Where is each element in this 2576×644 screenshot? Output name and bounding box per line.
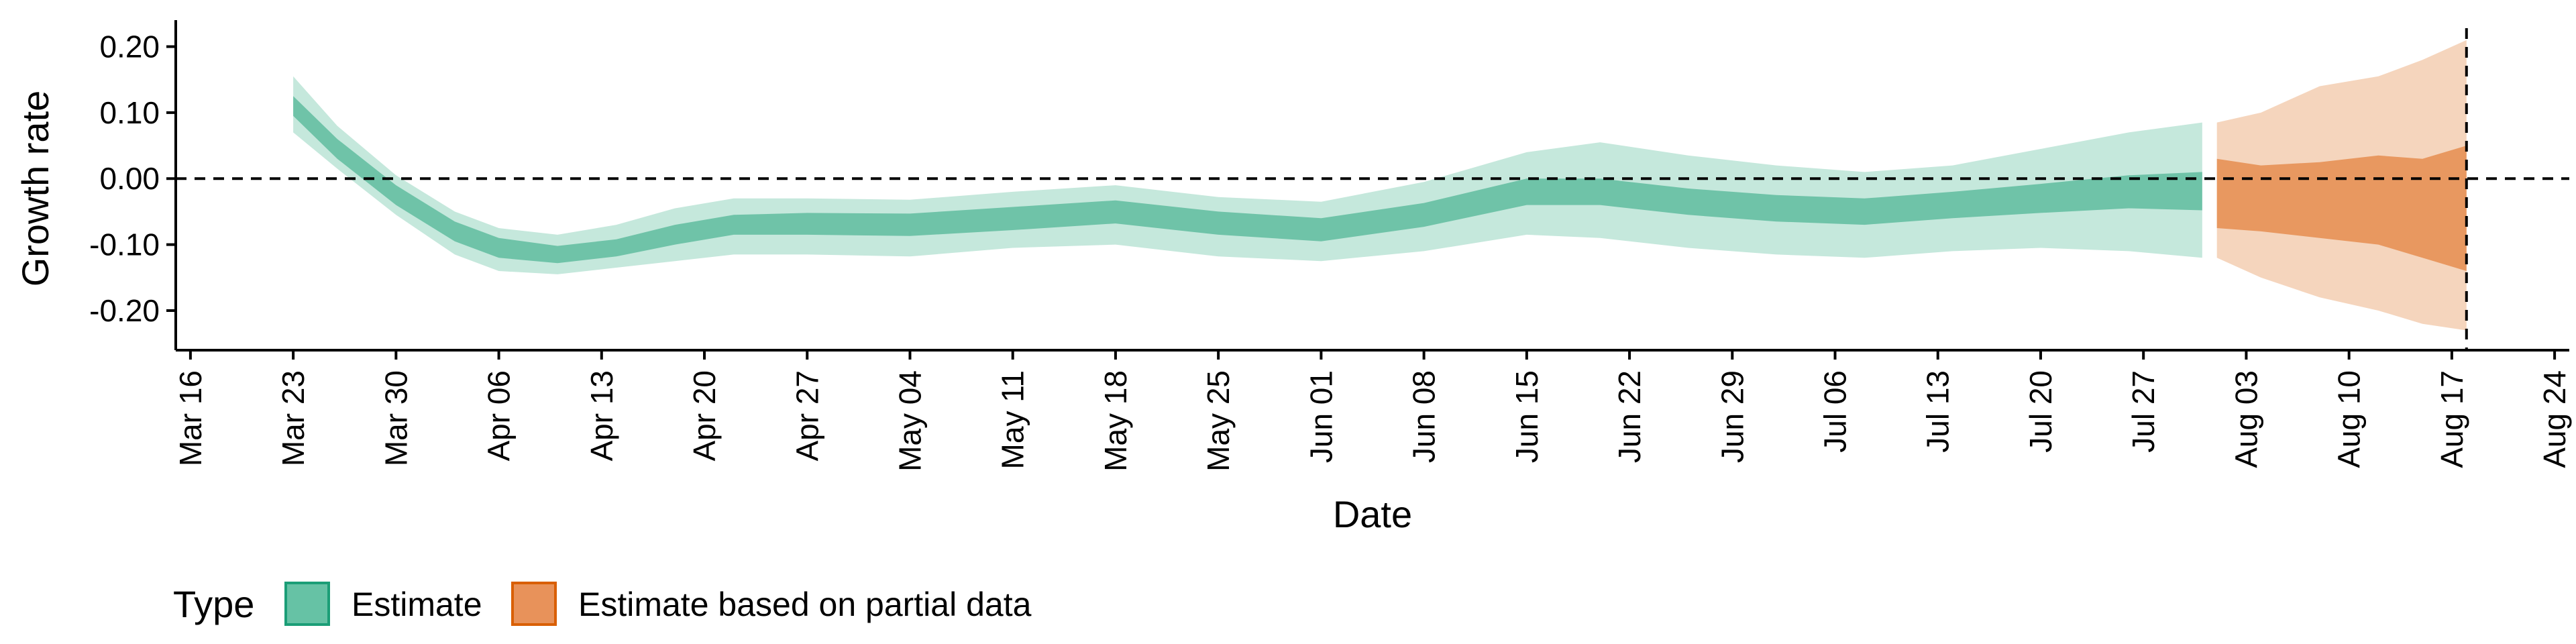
x-tick-label: Jul 20 [2023, 370, 2058, 453]
x-tick-label: May 18 [1098, 370, 1133, 472]
x-tick-label: Mar 16 [173, 370, 208, 466]
x-axis-ticks: Mar 16 Mar 23 Mar 30 Apr 06 Apr 13 Apr 20 Apr … [173, 350, 2572, 472]
x-tick-label: Aug 17 [2434, 370, 2469, 468]
legend: Type Estimate Estimate based on partial … [173, 582, 1032, 626]
plot-area [176, 28, 2569, 350]
legend-label-estimate: Estimate [352, 586, 482, 623]
x-tick-label: Apr 13 [584, 370, 619, 462]
x-tick-label: Jun 29 [1715, 370, 1750, 463]
y-tick-label: 0.00 [99, 161, 160, 196]
y-axis-title: Growth rate [14, 91, 56, 287]
y-axis-ticks: 0.20 0.10 0.00 -0.10 -0.20 [89, 30, 176, 328]
x-tick-label: Mar 30 [378, 370, 413, 466]
legend-key-partial-estimate [511, 582, 557, 626]
x-tick-label: Jun 15 [1509, 370, 1544, 463]
x-tick-label: Apr 27 [790, 370, 824, 462]
legend-title: Type [173, 583, 254, 625]
y-tick-label: 0.20 [99, 30, 160, 64]
y-tick-label: -0.20 [89, 293, 160, 328]
y-tick-label: 0.10 [99, 95, 160, 130]
x-tick-label: Aug 10 [2332, 370, 2367, 468]
x-tick-label: Mar 23 [276, 370, 311, 466]
x-tick-label: May 11 [996, 370, 1030, 469]
x-tick-label: Aug 03 [2229, 370, 2263, 468]
x-tick-label: May 25 [1201, 370, 1236, 472]
x-tick-label: Jun 08 [1407, 370, 1442, 463]
x-tick-label: Apr 20 [687, 370, 722, 462]
y-tick-label: -0.10 [89, 227, 160, 262]
x-tick-label: Jul 13 [1921, 370, 1955, 453]
legend-key-estimate [284, 582, 330, 626]
x-tick-label: May 04 [892, 370, 927, 472]
inner-bands [293, 96, 2467, 271]
x-tick-label: Apr 06 [482, 370, 517, 462]
partial-estimate-inner-band [2216, 146, 2467, 271]
legend-label-partial-estimate: Estimate based on partial data [578, 586, 1032, 623]
axes: 0.20 0.10 0.00 -0.10 -0.20 Mar 16 Mar 23 Mar 3… [89, 20, 2572, 472]
x-tick-label: Aug 24 [2537, 370, 2572, 468]
x-tick-label: Jul 27 [2126, 370, 2161, 453]
x-axis-title: Date [1333, 493, 1412, 535]
x-tick-label: Jun 01 [1303, 370, 1338, 463]
x-tick-label: Jul 06 [1818, 370, 1853, 453]
estimate-inner-band [293, 96, 2202, 264]
x-tick-label: Jun 22 [1612, 370, 1647, 463]
